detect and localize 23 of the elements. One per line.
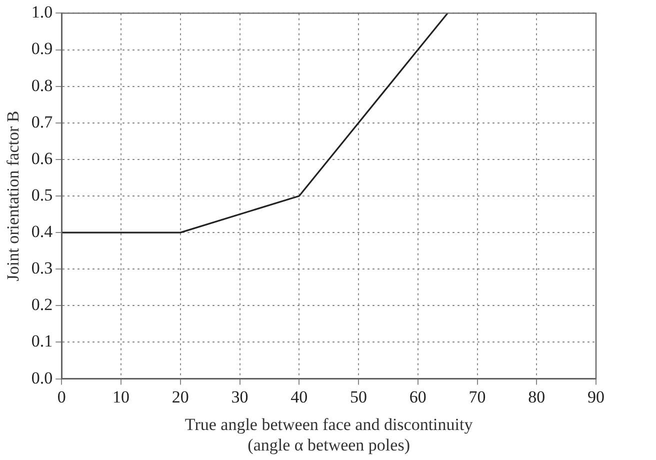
x-tick-label: 30 bbox=[231, 387, 248, 406]
y-axis-title: Joint orientation factor B bbox=[4, 110, 23, 282]
x-axis-title: True angle between face and discontinuity (angle α between poles) bbox=[184, 414, 474, 454]
y-tick-label: 0.7 bbox=[31, 112, 54, 132]
x-tick-label: 60 bbox=[409, 387, 426, 406]
y-tick-label: 0.3 bbox=[31, 258, 53, 278]
y-tick-label: 0.0 bbox=[31, 368, 53, 388]
x-tick-label: 70 bbox=[468, 387, 486, 406]
y-tick-label: 0.8 bbox=[31, 76, 53, 95]
x-tick-label: 0 bbox=[57, 387, 66, 406]
x-tick-label: 10 bbox=[112, 387, 130, 406]
y-tick-label: 0.5 bbox=[31, 185, 53, 204]
x-tick-label: 40 bbox=[290, 387, 308, 406]
y-tick-label: 0.6 bbox=[31, 148, 53, 168]
x-tick-label: 20 bbox=[172, 387, 189, 406]
x-tick-label: 90 bbox=[588, 387, 604, 406]
y-tick-label: 1.0 bbox=[31, 2, 53, 22]
x-tick-label: 80 bbox=[528, 387, 546, 406]
y-tick-label: 0.9 bbox=[31, 39, 53, 58]
y-tick-label: 0.4 bbox=[31, 222, 54, 242]
y-tick-label: 0.1 bbox=[31, 332, 53, 351]
x-tick-label: 50 bbox=[350, 387, 368, 406]
y-tick-label: 0.2 bbox=[31, 295, 53, 314]
